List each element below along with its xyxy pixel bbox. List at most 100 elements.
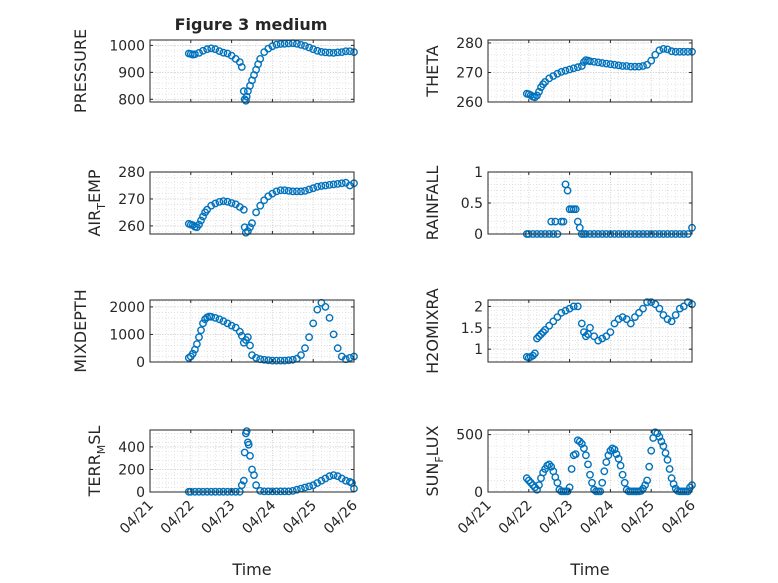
- data-point: [333, 472, 342, 481]
- data-point: [272, 187, 281, 196]
- data-point: [655, 432, 664, 441]
- data-point: [535, 481, 543, 489]
- data-point: [345, 353, 354, 362]
- y-tick-label: 0: [136, 355, 145, 371]
- data-point: [547, 462, 556, 471]
- data-point: [643, 60, 651, 69]
- axes-frame: [487, 39, 693, 103]
- data-point: [252, 208, 261, 217]
- data-point: [197, 326, 205, 335]
- y-tick-label: 1.5: [461, 321, 483, 337]
- data-point: [580, 444, 588, 453]
- data-point: [665, 465, 674, 473]
- data-point: [260, 487, 269, 496]
- data-point: [657, 437, 666, 446]
- data-point: [305, 482, 313, 491]
- data-point: [313, 46, 322, 55]
- data-point: [199, 212, 207, 221]
- y-tick-label: 900: [118, 65, 145, 81]
- data-point: [586, 323, 594, 332]
- data-point: [211, 45, 220, 54]
- data-point: [272, 356, 281, 365]
- data-point: [618, 470, 627, 479]
- data-point: [529, 351, 537, 360]
- data-point: [317, 48, 326, 56]
- data-point: [545, 460, 554, 469]
- data-point: [604, 451, 613, 460]
- data-point: [246, 223, 254, 232]
- data-point: [345, 181, 354, 190]
- data-point: [637, 486, 645, 495]
- data-point: [337, 474, 346, 483]
- data-point: [533, 485, 541, 494]
- data-point: [313, 182, 322, 191]
- data-point: [227, 199, 236, 207]
- data-point: [618, 62, 627, 70]
- y-tick-label: 0: [474, 485, 483, 501]
- data-point: [341, 47, 350, 56]
- data-point: [268, 487, 277, 496]
- data-point: [577, 62, 586, 70]
- data-point: [684, 487, 692, 496]
- data-point: [276, 40, 285, 48]
- data-point: [626, 319, 635, 328]
- data-point: [288, 355, 297, 364]
- data-point: [671, 311, 680, 319]
- data-point: [309, 319, 318, 328]
- data-point: [594, 58, 603, 67]
- data-point: [215, 197, 224, 206]
- data-point: [276, 487, 285, 496]
- data-point: [647, 446, 656, 455]
- subplot-mixdepth: 0 1000 2000 MIXDEPTH: [71, 289, 358, 373]
- axes-frame: [149, 39, 355, 103]
- data-point: [280, 39, 289, 48]
- data-point: [667, 47, 676, 56]
- subplot-h2omixra: 1 1.5 2 H2OMIXRA: [423, 288, 696, 374]
- y-tick-label: 500: [456, 428, 483, 444]
- y-tick-label: 0.5: [461, 196, 483, 212]
- data-point: [647, 298, 656, 306]
- subplot-air: 260 270 280 AIRTEMP: [85, 165, 358, 237]
- data-point: [242, 92, 251, 101]
- plot-area: [488, 40, 692, 102]
- data-point: [329, 49, 338, 57]
- data-point: [641, 481, 649, 489]
- data-point: [305, 43, 313, 52]
- data-point: [256, 201, 265, 210]
- data-point: [215, 47, 224, 55]
- y-tick-label: 2000: [109, 300, 145, 316]
- data-point: [614, 315, 623, 324]
- data-point: [321, 181, 330, 190]
- data-point: [596, 487, 605, 496]
- data-point: [659, 311, 668, 319]
- data-point: [582, 332, 590, 341]
- data-point: [584, 460, 592, 469]
- data-point: [321, 48, 330, 57]
- subplot-rainfall: 0 0.5 1 RAINFALL: [423, 165, 696, 243]
- data-point: [533, 91, 541, 100]
- data-point: [284, 356, 293, 365]
- data-point: [575, 437, 584, 446]
- data-point: [573, 302, 582, 311]
- data-point: [663, 45, 672, 54]
- data-point: [272, 40, 281, 49]
- data-point: [272, 487, 281, 496]
- figure-title: Figure 3 medium: [175, 15, 328, 34]
- data-point: [211, 313, 220, 322]
- data-point: [559, 217, 568, 226]
- axes-frame: [149, 429, 355, 493]
- data-point: [223, 319, 232, 328]
- data-point: [325, 48, 334, 57]
- data-point: [292, 39, 301, 48]
- data-point: [588, 478, 596, 487]
- data-point: [264, 487, 273, 496]
- subplot-theta: 260 270 280 THETA: [423, 36, 696, 111]
- data-point: [297, 187, 305, 196]
- data-point: [309, 45, 318, 54]
- data-point: [325, 472, 334, 481]
- y-tick-label: 800: [118, 92, 145, 108]
- data-point: [207, 44, 216, 53]
- data-point: [252, 353, 261, 362]
- data-point: [602, 332, 611, 341]
